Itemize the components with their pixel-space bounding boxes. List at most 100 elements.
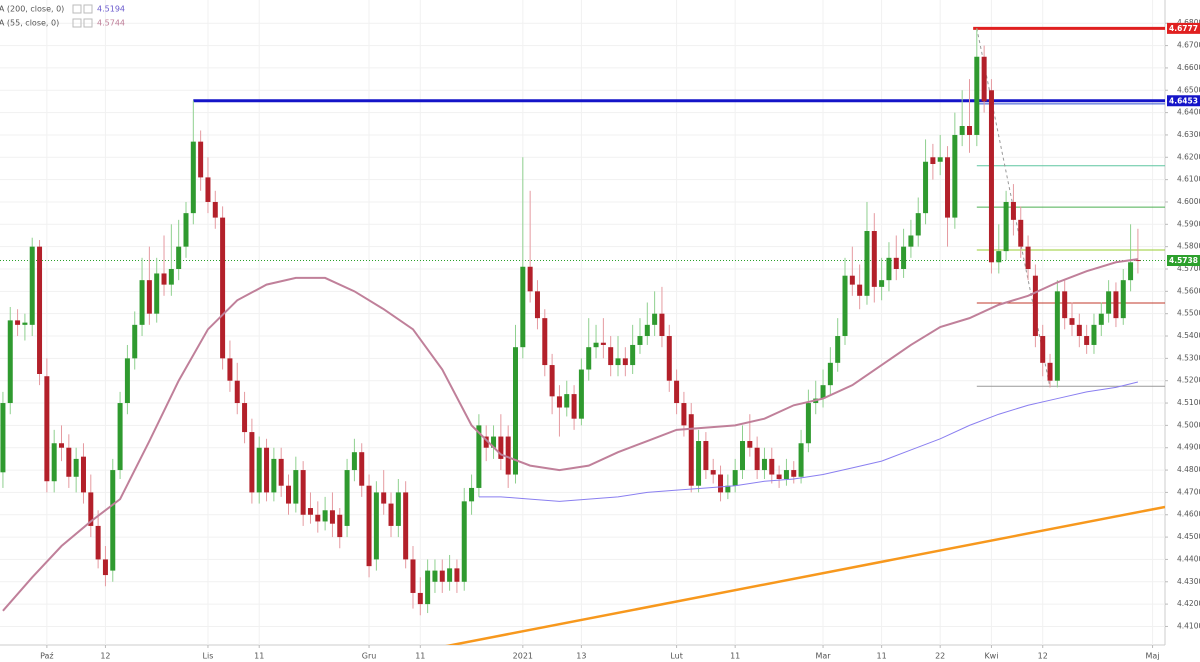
legend-name: MA (55, close, 0) xyxy=(0,19,59,28)
candle-body xyxy=(271,458,277,493)
candle-body xyxy=(659,313,665,337)
candle-body xyxy=(95,525,101,560)
candle-body xyxy=(681,403,687,426)
candle-body xyxy=(556,396,562,408)
candle-body xyxy=(102,559,108,576)
candle-body xyxy=(718,474,724,493)
legend-icon xyxy=(72,18,82,28)
y-tick-label: 4.6200 xyxy=(1177,152,1200,161)
candle-body xyxy=(652,313,658,325)
candle-body xyxy=(615,358,621,366)
legend-icon xyxy=(72,4,82,14)
candle-body xyxy=(1047,362,1053,381)
candle-body xyxy=(754,447,760,471)
legend: MA (200, close, 0) 4.5194 MA (55, close, 0… xyxy=(0,4,125,28)
candle-body xyxy=(520,266,526,348)
x-tick-label: 11 xyxy=(415,652,425,661)
legend-value: 4.5194 xyxy=(97,5,125,14)
candle-body xyxy=(432,570,438,582)
y-tick-label: 4.6600 xyxy=(1177,63,1200,72)
candle-body xyxy=(908,235,914,247)
candle-body xyxy=(300,470,306,515)
candle-body xyxy=(1091,324,1097,345)
candle-body xyxy=(447,568,453,582)
y-tick-label: 4.6700 xyxy=(1177,41,1200,50)
axes: 4.4100 4.4200 4.4300 4.4400 4.4500 4.4600 4.47… xyxy=(40,18,1200,661)
candle-body xyxy=(227,358,233,381)
candle-body xyxy=(805,403,811,444)
candle-body xyxy=(1120,280,1126,319)
candle-body xyxy=(139,280,145,325)
candle-body xyxy=(154,273,160,314)
candle-body xyxy=(15,320,21,325)
candle-body xyxy=(696,441,702,486)
candle-body xyxy=(220,217,226,359)
candle-body xyxy=(937,157,943,162)
candle-body xyxy=(571,394,577,419)
x-tick-label: Lis xyxy=(203,652,214,661)
candle-body xyxy=(110,470,116,571)
x-tick-label: 11 xyxy=(730,652,740,661)
candle-body xyxy=(461,501,467,582)
x-tick-label: 12 xyxy=(100,652,110,661)
candle-body xyxy=(798,443,804,477)
candle-body xyxy=(586,347,592,370)
candle-body xyxy=(534,291,540,319)
candle-body xyxy=(666,336,672,381)
candle-body xyxy=(1010,201,1016,220)
candle-body xyxy=(959,126,965,135)
level-label: 4.5738 xyxy=(1169,256,1198,265)
y-tick-label: 4.5600 xyxy=(1177,286,1200,295)
candle-body xyxy=(315,514,321,522)
candle-body xyxy=(190,141,196,214)
candle-body xyxy=(29,246,35,325)
y-tick-label: 4.4700 xyxy=(1177,487,1200,496)
candle-body xyxy=(864,231,870,296)
legend-name: MA (200, close, 0) xyxy=(0,5,64,14)
level-label-box xyxy=(1167,22,1200,34)
candle-body xyxy=(1018,219,1024,247)
level-label-box xyxy=(1167,255,1200,267)
candle-body xyxy=(417,592,423,605)
y-tick-label: 4.6100 xyxy=(1177,175,1200,184)
candle-body xyxy=(381,492,387,504)
candle-body xyxy=(293,470,299,504)
x-tick-label: 2021 xyxy=(513,652,533,661)
candle-body xyxy=(1076,324,1082,337)
y-tick-label: 4.4600 xyxy=(1177,510,1200,519)
candle-body xyxy=(1025,246,1031,269)
x-tick-label: 11 xyxy=(254,652,264,661)
x-tick-label: Lut xyxy=(670,652,683,661)
y-tick-label: 4.5700 xyxy=(1177,264,1200,273)
y-tick-label: 4.5000 xyxy=(1177,420,1200,429)
candle-body xyxy=(630,344,636,366)
candle-body xyxy=(996,251,1002,263)
candle-body xyxy=(249,432,255,493)
candle-body xyxy=(776,474,782,480)
candle-body xyxy=(37,246,43,374)
legend-icon xyxy=(83,18,93,28)
candle-body xyxy=(117,403,123,471)
candle-body xyxy=(373,492,379,560)
candle-body xyxy=(168,268,174,285)
candle-body xyxy=(549,365,555,397)
candle-body xyxy=(80,456,86,493)
candle-body xyxy=(278,458,284,486)
y-tick-label: 4.6300 xyxy=(1177,130,1200,139)
candle-body xyxy=(783,470,789,480)
candle-body xyxy=(256,447,262,493)
plot-area xyxy=(0,26,1165,645)
y-tick-label: 4.4800 xyxy=(1177,465,1200,474)
candle-body xyxy=(564,394,570,408)
y-tick-label: 4.5300 xyxy=(1177,353,1200,362)
x-tick-label: 22 xyxy=(935,652,945,661)
candle-body xyxy=(73,458,79,477)
candle-body xyxy=(842,275,848,337)
candle-body xyxy=(1084,336,1090,345)
candle-body xyxy=(132,324,138,359)
candle-body xyxy=(483,436,489,448)
candle-body xyxy=(923,161,929,214)
x-tick-label: Paź xyxy=(40,652,54,661)
y-tick-label: 4.4500 xyxy=(1177,532,1200,541)
legend-icon xyxy=(83,4,93,14)
